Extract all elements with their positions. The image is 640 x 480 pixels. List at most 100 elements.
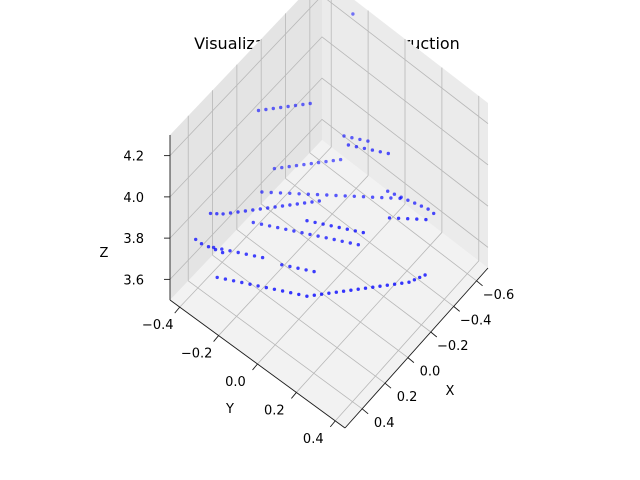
y-tick-mark — [291, 392, 297, 399]
data-point — [295, 202, 299, 206]
data-point — [297, 292, 301, 297]
data-point — [228, 249, 232, 253]
data-point — [319, 292, 324, 296]
data-point — [272, 287, 277, 291]
data-point — [424, 217, 428, 222]
data-point — [288, 203, 292, 207]
data-point — [287, 164, 291, 169]
data-point — [215, 212, 219, 216]
data-point — [392, 192, 397, 196]
data-point — [273, 205, 277, 209]
data-point — [309, 161, 313, 166]
data-point — [276, 225, 280, 230]
data-point — [228, 211, 233, 215]
y-gridline-floor — [179, 146, 332, 308]
y-tick-mark — [213, 335, 219, 342]
data-point — [386, 189, 390, 193]
y-gridline-floor — [257, 203, 406, 365]
y-tick-label: −0.2 — [181, 347, 213, 362]
z-tick-label: 4.0 — [123, 191, 144, 206]
data-point — [251, 220, 255, 225]
z-tick-label: 4.2 — [123, 150, 144, 165]
data-point — [316, 234, 320, 238]
data-point — [258, 207, 262, 211]
data-point — [337, 225, 341, 230]
data-point — [363, 286, 368, 290]
data-point — [415, 217, 419, 221]
data-point — [327, 291, 331, 295]
data-point — [302, 201, 307, 205]
data-point — [356, 287, 360, 291]
data-point — [294, 163, 299, 168]
data-point — [296, 266, 300, 270]
data-point — [345, 227, 349, 231]
data-point — [396, 216, 401, 220]
data-point — [385, 283, 389, 287]
x-tick-label: 0.0 — [420, 365, 441, 380]
data-point — [366, 139, 370, 143]
x-tick-label: 0.4 — [374, 416, 395, 431]
data-point — [413, 201, 417, 205]
axis-lines — [164, 135, 489, 429]
data-point — [324, 159, 328, 164]
data-point — [316, 160, 321, 165]
y-tick-label: −0.4 — [142, 318, 174, 333]
data-point — [432, 211, 436, 216]
x-tick-label: 0.2 — [397, 390, 418, 405]
data-point — [267, 224, 272, 228]
data-point — [251, 208, 255, 212]
data-point — [211, 245, 216, 250]
data-point — [324, 236, 328, 240]
data-point — [331, 158, 335, 163]
data-point — [286, 104, 290, 109]
x-tick-label: −0.6 — [483, 288, 515, 303]
data-point — [334, 290, 338, 294]
data-point — [412, 278, 417, 282]
data-point — [392, 282, 397, 286]
data-point — [342, 134, 346, 138]
data-point — [350, 136, 354, 140]
data-point — [269, 190, 273, 195]
data-point — [206, 245, 211, 249]
data-point — [289, 291, 293, 295]
x-axis-label: X — [446, 384, 455, 399]
data-point — [248, 282, 252, 286]
data-point — [399, 195, 403, 199]
data-point — [302, 162, 306, 167]
z-gridline — [169, 118, 489, 280]
data-point — [325, 193, 329, 197]
z-tick-label: 3.8 — [123, 232, 144, 247]
data-point — [259, 222, 264, 226]
data-point — [264, 107, 268, 112]
x-axis-line — [344, 267, 489, 429]
data-point — [271, 106, 275, 111]
y-axis-label: Y — [225, 402, 234, 417]
data-point — [288, 191, 292, 195]
data-points — [194, 12, 436, 298]
x-tick-mark — [407, 357, 415, 363]
data-point — [305, 219, 309, 223]
data-point — [423, 273, 427, 277]
z-axis-label: Z — [100, 246, 109, 261]
y-tick-label: 0.2 — [264, 403, 285, 418]
data-point — [240, 280, 244, 285]
data-point — [315, 192, 320, 197]
data-point — [221, 212, 225, 216]
data-point — [341, 289, 346, 293]
y-tick-mark — [329, 420, 336, 428]
data-point — [243, 209, 248, 213]
data-point — [312, 269, 316, 274]
data-point — [370, 195, 375, 199]
z-gridline — [169, 36, 489, 198]
z-tick-label: 3.6 — [123, 273, 144, 288]
data-point — [223, 277, 228, 281]
data-point — [260, 255, 265, 260]
data-point — [371, 285, 375, 289]
data-point — [334, 193, 338, 198]
data-point — [406, 198, 410, 202]
data-point — [351, 12, 355, 16]
data-point — [272, 166, 277, 171]
data-point — [280, 204, 285, 208]
data-point — [329, 224, 333, 228]
data-point — [321, 222, 325, 226]
